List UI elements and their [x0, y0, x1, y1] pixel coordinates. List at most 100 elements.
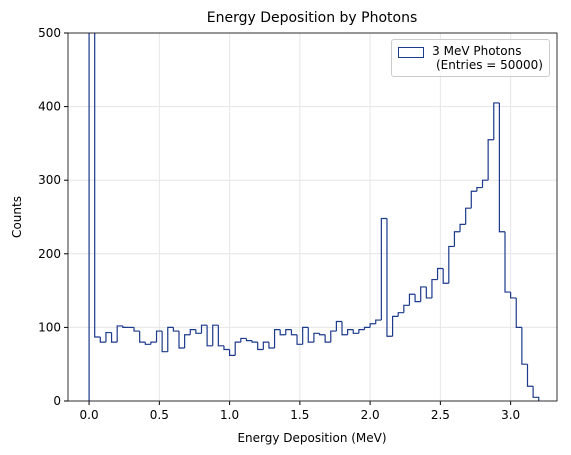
histogram-bin [189, 329, 196, 335]
x-tick-label: 3.0 [501, 408, 520, 422]
histogram-bin [251, 340, 258, 343]
histogram-bin [240, 337, 247, 343]
y-tick-label: 0 [53, 394, 61, 408]
histogram-bin [363, 326, 371, 330]
histogram-bin [290, 329, 298, 336]
histogram-bin [425, 286, 432, 299]
histogram-bin [414, 294, 421, 303]
histogram-bin [453, 231, 461, 247]
histogram-bin [420, 286, 427, 302]
legend: 3 MeV Photons (Entries = 50000) [391, 39, 550, 77]
histogram-bin [88, 33, 90, 401]
histogram-bin [228, 349, 236, 356]
histogram-bin [403, 304, 410, 313]
histogram-bin [99, 336, 106, 343]
histogram-bin [200, 324, 208, 334]
histogram-bin [172, 327, 180, 332]
histogram-bin [335, 320, 343, 332]
histogram-bin [504, 231, 511, 293]
histogram-bin [318, 333, 326, 336]
histogram-bin [184, 334, 191, 349]
histogram-bin [493, 102, 500, 140]
histogram-bin [302, 326, 309, 345]
histogram-bin [436, 267, 444, 280]
histogram-bin [369, 323, 376, 328]
axes-frame [67, 32, 558, 402]
y-tick-label: 100 [38, 320, 61, 334]
x-tick-label: 1.0 [220, 408, 239, 422]
histogram-bin [397, 312, 404, 317]
histogram-bin [273, 329, 281, 349]
histogram-bin [133, 327, 140, 332]
histogram-bin [257, 342, 264, 351]
histogram-bin [431, 278, 438, 298]
histogram-bin [324, 334, 331, 343]
histogram-bin [178, 331, 185, 349]
histogram-bin [532, 386, 540, 401]
x-tick-label: 2.5 [431, 408, 450, 422]
histogram-bin [341, 321, 348, 336]
histogram-bin [476, 186, 483, 192]
x-tick-label: 2.0 [361, 408, 380, 422]
y-tick-label: 200 [38, 247, 61, 261]
histogram-bin [262, 341, 269, 350]
histogram-bin [330, 330, 337, 343]
histogram-bin [307, 327, 314, 343]
x-tick-label: 1.5 [290, 408, 309, 422]
histogram-bin [391, 315, 399, 337]
x-tick-label: 0.0 [80, 408, 99, 422]
histogram-bin [515, 297, 522, 328]
y-tick-label: 300 [38, 173, 61, 187]
histogram-bin [110, 332, 118, 343]
histogram-bin [386, 218, 393, 337]
histogram-bin [116, 325, 123, 343]
histogram-bin [448, 245, 455, 284]
histogram-bin [139, 331, 146, 343]
histogram-bin [510, 292, 517, 299]
legend-swatch [398, 47, 425, 58]
histogram-bin [150, 341, 157, 345]
histogram-bin [347, 329, 354, 335]
histogram-bin [285, 329, 292, 335]
histogram-bin [234, 341, 241, 356]
histogram-bin [161, 331, 168, 353]
histogram-bin [296, 334, 303, 345]
x-tick-label: 0.5 [150, 408, 169, 422]
histogram-bin [105, 331, 112, 343]
histogram-bin [375, 319, 382, 324]
histogram-bin [380, 217, 387, 321]
histogram-bin [223, 345, 230, 351]
histogram-bin [122, 325, 129, 328]
histogram-bin [521, 327, 528, 365]
histogram-bin [481, 179, 489, 188]
histogram-bin [206, 325, 213, 347]
histogram-bin [217, 325, 224, 347]
histogram-bin [245, 338, 253, 342]
histogram-bin [459, 223, 466, 232]
histogram-bin [498, 102, 506, 233]
histogram-bin [442, 268, 449, 284]
y-axis-label: Counts [10, 196, 24, 238]
histogram-bin [212, 324, 219, 346]
y-tick-label: 500 [38, 26, 61, 40]
histogram-bin [408, 293, 416, 306]
histogram-bin [526, 364, 534, 387]
histogram-bin [279, 329, 286, 336]
histogram-bin [358, 329, 365, 334]
legend-label: 3 MeV Photons (Entries = 50000) [432, 44, 543, 72]
histogram-bin [352, 329, 359, 334]
histogram-bin [155, 330, 163, 343]
histogram-bin [94, 33, 101, 338]
histogram-bin [313, 332, 320, 343]
histogram-bin [470, 190, 477, 209]
histogram-bin [144, 342, 151, 345]
x-axis-label: Energy Deposition (MeV) [237, 431, 386, 445]
histogram-bin [487, 139, 494, 181]
histogram-bin [167, 326, 174, 352]
plot-area [88, 33, 540, 401]
histogram-bin [465, 207, 472, 225]
chart-title: Energy Deposition by Photons [207, 10, 418, 26]
histogram-bin [268, 342, 275, 349]
